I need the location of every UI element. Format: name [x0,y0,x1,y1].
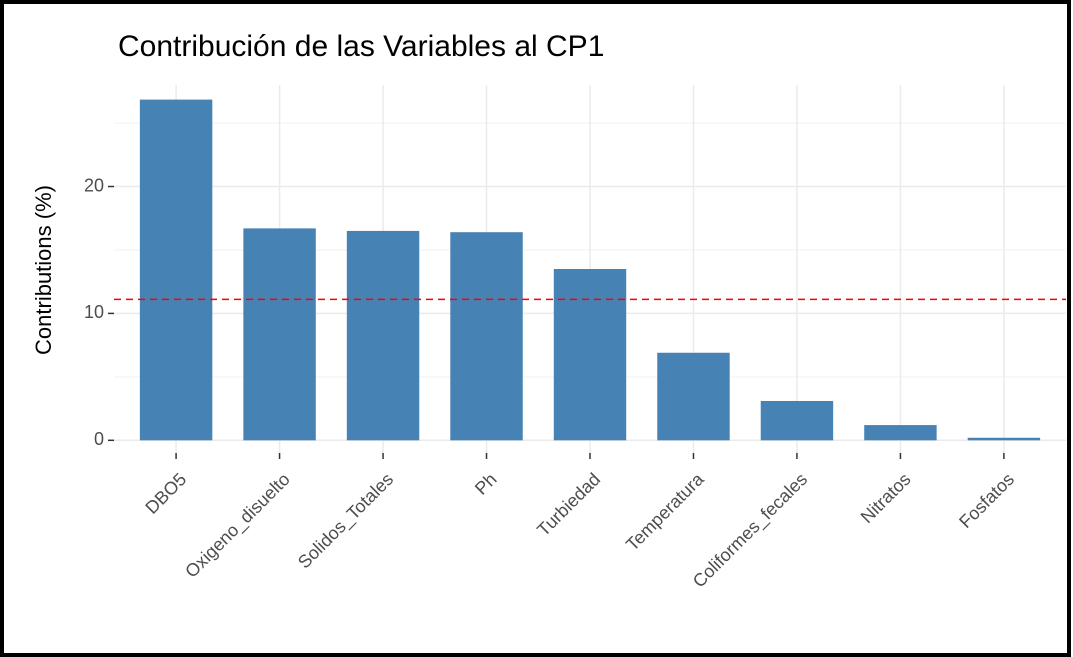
bar [346,230,420,441]
y-tick-label: 0 [94,429,104,449]
chart-title: Contribución de las Variables al CP1 [118,30,604,63]
bar [243,228,316,441]
bar [139,99,213,441]
bar [553,269,627,441]
y-tick-label: 10 [84,302,104,322]
y-axis-label: Contributions (%) [31,185,56,355]
bar [450,232,523,441]
y-tick-label: 20 [84,175,104,195]
bar [657,352,730,441]
bar [760,400,834,441]
bar [967,437,1041,441]
bar [864,425,937,441]
